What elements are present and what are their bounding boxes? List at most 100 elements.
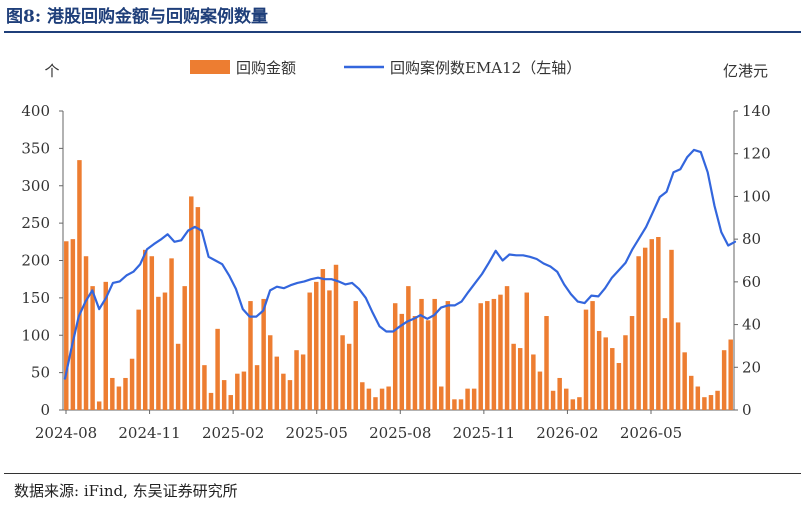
bar (721, 350, 727, 410)
bar (64, 241, 69, 410)
bar (675, 322, 681, 410)
left-tick-label: 50 (31, 364, 50, 382)
bar (281, 373, 286, 410)
bar (511, 343, 516, 410)
bar (287, 380, 293, 410)
right-tick-label: 80 (742, 230, 761, 248)
bar (550, 390, 556, 410)
x-tick-label: 2026-02 (536, 424, 598, 442)
bar (715, 390, 720, 410)
bar (583, 309, 589, 410)
bar (300, 354, 306, 410)
bar (577, 397, 582, 410)
bar (564, 388, 569, 410)
figure-title: 图8: 港股回购金额与回购案例数量 (6, 7, 269, 27)
bar (517, 348, 523, 410)
legend-bar-swatch (190, 60, 230, 74)
bar (110, 377, 115, 410)
bar (504, 286, 510, 410)
bar (708, 395, 714, 410)
bar (491, 298, 497, 410)
right-tick-label: 40 (742, 316, 761, 334)
bar (616, 363, 622, 410)
bar-series (64, 160, 733, 410)
bar (649, 239, 654, 410)
bar (116, 386, 122, 410)
source-note: 数据来源: iFind, 东吴证券研究所 (14, 482, 238, 500)
legend: 回购金额 回购案例数EMA12（左轴） (190, 59, 581, 77)
left-axis-unit: 个 (44, 62, 59, 80)
bar (485, 301, 490, 410)
bar (346, 343, 352, 410)
bar (432, 298, 437, 410)
left-tick-label: 150 (21, 289, 50, 307)
bar (149, 256, 155, 410)
x-tick-label: 2025-05 (286, 424, 348, 442)
bar (189, 196, 194, 410)
bar (162, 292, 168, 410)
tick-labels: 0 50 100 150 200 250 300 350 400 0 20 40 60 80 100 120 1… (21, 62, 770, 442)
bar (629, 316, 635, 410)
bar (557, 377, 562, 410)
bar (90, 286, 95, 410)
bar (439, 386, 444, 410)
bar (524, 292, 530, 410)
bar (373, 397, 378, 410)
bar (452, 399, 457, 410)
bar (603, 337, 608, 410)
bar (537, 371, 543, 410)
x-tick-label: 2024-11 (118, 424, 180, 442)
bar (314, 281, 319, 410)
left-tick-label: 200 (21, 252, 50, 270)
bar (215, 328, 220, 410)
x-tick-label: 2025-11 (453, 424, 515, 442)
bar (379, 388, 385, 410)
bar (636, 256, 641, 410)
footer-rule (4, 473, 801, 474)
axes-layer (59, 110, 738, 414)
bar (458, 399, 464, 410)
bar (267, 335, 273, 410)
bar (498, 294, 503, 410)
legend-line-label: 回购案例数EMA12（左轴） (390, 59, 581, 77)
bar (83, 256, 89, 410)
bar (333, 264, 339, 410)
bar (695, 386, 701, 410)
ema-line (63, 148, 737, 380)
left-tick-label: 300 (21, 177, 50, 195)
bar (129, 358, 135, 410)
bar (406, 286, 411, 410)
bar (702, 397, 707, 410)
bar (353, 301, 358, 410)
bar (235, 373, 240, 410)
bar (419, 298, 424, 410)
bar (445, 301, 451, 410)
bar (689, 375, 694, 410)
bar (142, 249, 148, 410)
bar (623, 335, 628, 410)
bar (254, 365, 260, 410)
bar (399, 313, 405, 410)
buyback-chart: 0 50 100 150 200 250 300 350 400 0 20 40 60 80 100 120 1… (21, 59, 770, 442)
bar (728, 339, 733, 410)
bar (386, 386, 391, 410)
bar (70, 239, 76, 410)
bar (228, 395, 233, 410)
right-tick-label: 0 (742, 401, 752, 419)
title-rule (4, 31, 801, 33)
bar (478, 303, 483, 410)
x-tick-label: 2025-08 (369, 424, 431, 442)
right-tick-label: 120 (742, 145, 771, 163)
bar (412, 316, 418, 410)
right-tick-label: 140 (742, 102, 771, 120)
bar (221, 380, 227, 410)
bar (425, 320, 431, 410)
bar (366, 388, 372, 410)
bar (123, 377, 128, 410)
bar (241, 371, 247, 410)
bar (182, 286, 187, 410)
bar (274, 356, 280, 410)
bar (327, 290, 332, 410)
right-tick-label: 20 (742, 358, 761, 376)
bar (610, 348, 615, 410)
